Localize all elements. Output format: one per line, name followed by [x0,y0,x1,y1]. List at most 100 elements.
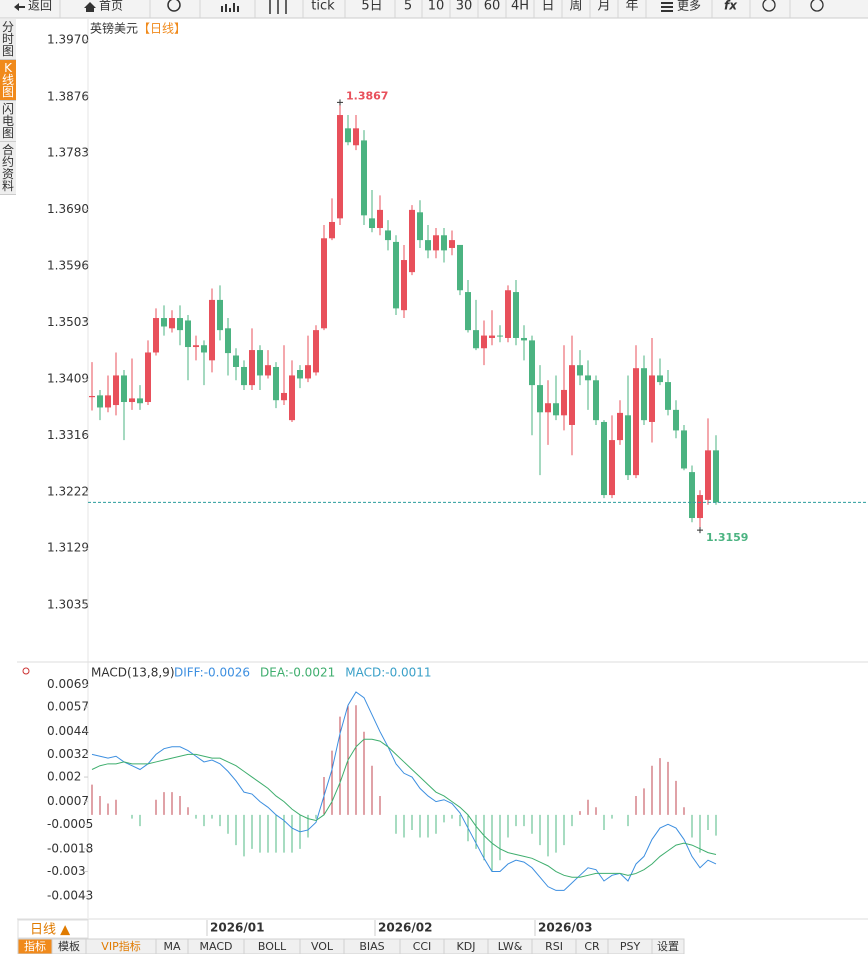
low-label: 1.3159 [706,531,748,544]
chart-type-icon[interactable] [221,3,239,12]
fx-button[interactable]: fx [724,0,738,13]
candle-body [97,395,103,408]
period-button[interactable]: 10 [428,0,445,14]
candle-body [673,409,679,431]
indicator-tab[interactable]: LW& [498,940,523,953]
period-button[interactable]: 4H [511,0,529,14]
candle-body [305,365,311,379]
indicator-tab[interactable]: RSI [545,940,563,953]
legend-value: -0.0021 [289,666,335,680]
candle-body [121,375,127,403]
period-button[interactable]: 月 [597,0,610,14]
candle-body [513,292,519,338]
candle-body [337,115,343,219]
period-button[interactable]: 60 [484,0,501,14]
candle-body [393,241,399,309]
candle-body [585,375,591,381]
candle-body [385,230,391,241]
period-button[interactable]: 日 [541,0,554,14]
indicator-tab[interactable]: 指标 [24,939,46,953]
sidebar-tab[interactable]: 合约资料 [0,142,16,195]
y-tick-label: 1.3970 [47,33,89,47]
y-tick-label: 0.0069 [47,677,89,691]
candle-body [641,368,647,421]
indicator-tab[interactable]: VIP指标 [101,939,140,953]
y-tick-label: 1.3316 [47,428,89,442]
candle-body [169,318,175,329]
candle-body [289,375,295,421]
zoom-in[interactable] [810,0,824,12]
period-button[interactable]: 年 [625,0,638,14]
y-tick-label: -0.003 [47,864,86,878]
candle-body [265,365,271,376]
home-icon[interactable] [84,2,96,12]
indicator-tab-bg[interactable] [651,938,685,954]
candle-body [441,235,447,251]
candle-body [313,330,319,373]
more-icon[interactable] [661,2,673,12]
indicator-tab[interactable]: KDJ [457,940,476,953]
sidebar-tab[interactable]: 闪电图 [0,101,16,142]
more-button[interactable]: 更多 [677,0,701,13]
y-tick-label: 0.0007 [47,794,89,808]
indicator-tab[interactable]: 设置 [657,940,679,953]
settings-icon[interactable] [22,667,30,675]
sidebar-tab[interactable]: 分时图 [0,19,16,60]
home-button[interactable]: 首页 [99,0,123,13]
candle-body [217,299,223,331]
macd-line [91,738,717,878]
indicator-tab[interactable]: MACD [200,940,233,953]
candle-icon[interactable] [269,0,287,14]
indicator-tab[interactable]: PSY [620,940,641,953]
candle-body [161,318,167,327]
indicator-tab[interactable]: BOLL [258,940,287,953]
period-button[interactable]: 周 [569,0,582,14]
period-button[interactable]: 日线 ▲ [30,923,70,938]
legend-name: MACD: [345,666,385,680]
period-button[interactable]: 30 [456,0,473,14]
indicator-tab[interactable]: CCI [413,940,432,953]
period-box[interactable] [17,919,89,939]
candle-body [569,365,575,425]
zoom-out[interactable] [762,0,776,12]
indicator-tab[interactable]: MA [163,940,180,953]
toolbar [0,0,868,18]
legend-value: -0.0026 [204,666,250,680]
candle-body [345,128,351,143]
indicator-tab[interactable]: 模板 [58,939,80,953]
x-tick-label: 2026/01 [210,921,264,935]
high-label: 1.3867 [346,89,388,102]
back-button[interactable]: 返回 [28,0,52,13]
candle-body [593,380,599,421]
indicator-tab[interactable]: BIAS [359,940,384,953]
candle-body [521,337,527,341]
candle-body [233,355,239,367]
y-tick-label: 0.0044 [47,724,89,738]
sidebar-tab[interactable]: K线图 [0,60,16,101]
candle-body [113,375,119,406]
candle-body [209,299,215,361]
y-tick-label: 0.0057 [47,700,89,714]
period-button[interactable]: 5 [404,0,412,14]
indicator-tab[interactable]: VOL [311,940,334,953]
candle-body [193,345,199,348]
candle-body [617,412,623,441]
candle-body [553,403,559,416]
candle-body [665,382,671,410]
period-button[interactable]: tick [311,0,335,14]
candle-body [529,340,535,386]
candle-body [473,330,479,349]
y-tick-label: 1.3409 [47,372,89,386]
candle-body [257,350,263,376]
candle-body [649,375,655,422]
candle-body [329,221,335,239]
candle-body [537,385,543,413]
indicator-tab[interactable]: CR [584,940,600,953]
period-button[interactable]: 5日 [361,0,382,14]
back-icon[interactable] [14,3,25,11]
refresh-icon[interactable] [167,0,181,12]
candle-body [545,403,551,413]
candle-body [681,430,687,469]
